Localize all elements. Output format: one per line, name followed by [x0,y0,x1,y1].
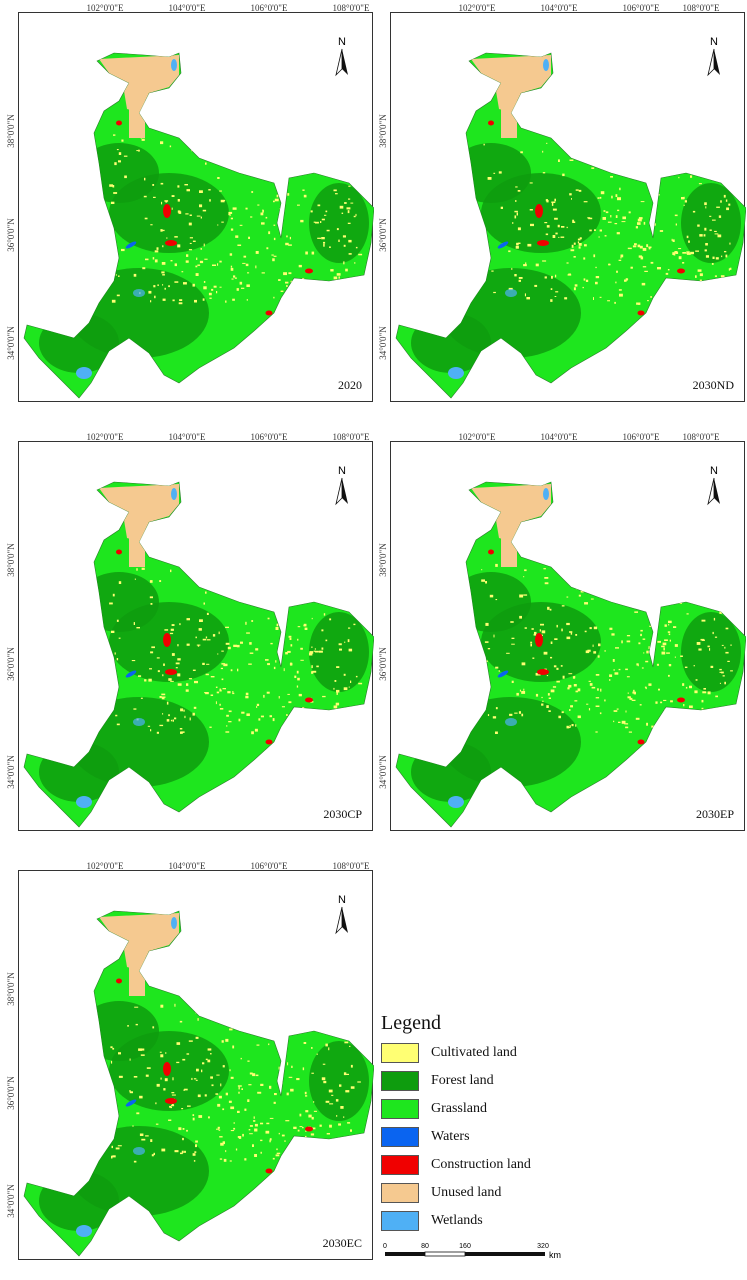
svg-text:N: N [338,36,346,48]
lat-label: 38°0'0"N [6,972,16,1006]
lon-label: 108°0'0"E [332,432,370,442]
land-use-map [395,52,746,399]
lat-label: 34°0'0"N [378,755,388,789]
lat-label: 36°0'0"N [6,647,16,681]
land-use-map [23,910,374,1257]
lon-label: 102°0'0"E [458,3,496,13]
north-arrow-icon: N [335,894,348,935]
svg-text:N: N [710,36,718,48]
svg-text:N: N [710,465,718,477]
lat-label: 38°0'0"N [6,114,16,148]
lon-label: 108°0'0"E [682,432,720,442]
legend-swatch [381,1043,419,1063]
lon-label: 108°0'0"E [332,861,370,871]
lat-label: 34°0'0"N [6,1184,16,1218]
panel-title: 2030CP [323,807,362,821]
legend: Legend Cultivated land Forest land Grass… [381,1012,621,1237]
map-panel-2020: 102°0'0"E 104°0'0"E 106°0'0"E 108°0'0"E … [6,3,374,402]
land-use-patches [411,55,741,379]
lat-label: 38°0'0"N [378,114,388,148]
legend-label: Cultivated land [431,1045,517,1060]
map-panel-2030nd: 102°0'0"E 104°0'0"E 106°0'0"E 108°0'0"E … [378,3,746,402]
scale-bar: 0 80 160 320 km [383,1243,561,1260]
scale-tick: 80 [421,1243,429,1250]
legend-label: Grassland [431,1101,487,1116]
lat-label: 34°0'0"N [6,326,16,360]
legend-label: Forest land [431,1073,494,1088]
scale-tick: 320 [537,1243,549,1250]
lon-label: 106°0'0"E [250,432,288,442]
lon-label: 102°0'0"E [86,3,124,13]
lon-label: 106°0'0"E [250,861,288,871]
legend-item: Cultivated land [381,1041,621,1065]
legend-item: Construction land [381,1153,621,1177]
lon-label: 104°0'0"E [168,432,206,442]
legend-item: Forest land [381,1069,621,1093]
legend-label: Wetlands [431,1213,483,1228]
legend-item: Unused land [381,1181,621,1205]
lat-label: 36°0'0"N [6,1076,16,1110]
land-use-map [23,481,374,828]
legend-label: Waters [431,1129,470,1144]
legend-swatch [381,1155,419,1175]
lat-label: 38°0'0"N [6,543,16,577]
lon-label: 106°0'0"E [250,3,288,13]
lat-label: 36°0'0"N [378,218,388,252]
legend-label: Unused land [431,1185,502,1200]
north-arrow-icon: N [335,36,348,77]
legend-label: Construction land [431,1157,531,1172]
lon-label: 106°0'0"E [622,432,660,442]
lat-label: 36°0'0"N [6,218,16,252]
scale-tick: 0 [383,1243,387,1250]
lat-label: 34°0'0"N [6,755,16,789]
lon-label: 104°0'0"E [168,861,206,871]
legend-item: Grassland [381,1097,621,1121]
lon-label: 108°0'0"E [332,3,370,13]
north-arrow-icon: N [707,36,720,77]
legend-swatch [381,1211,419,1231]
land-use-map [395,481,746,828]
legend-swatch [381,1099,419,1119]
svg-text:N: N [338,894,346,906]
scale-unit: km [549,1250,561,1260]
panel-title: 2030ND [692,378,734,392]
svg-text:N: N [338,465,346,477]
lon-label: 102°0'0"E [86,861,124,871]
lat-label: 38°0'0"N [378,543,388,577]
map-panel-2030ec: 102°0'0"E 104°0'0"E 106°0'0"E 108°0'0"E … [6,861,374,1260]
scale-tick: 160 [459,1243,471,1250]
north-arrow-icon: N [707,465,720,506]
lon-label: 102°0'0"E [458,432,496,442]
panel-title: 2020 [338,378,362,392]
lat-label: 36°0'0"N [378,647,388,681]
legend-title: Legend [381,1012,441,1034]
lon-label: 108°0'0"E [682,3,720,13]
legend-swatch [381,1183,419,1203]
legend-swatch [381,1127,419,1147]
legend-item: Wetlands [381,1209,621,1233]
land-use-map [23,52,374,399]
legend-item: Waters [381,1125,621,1149]
lon-label: 102°0'0"E [86,432,124,442]
lon-label: 104°0'0"E [540,3,578,13]
map-panel-2030ep: 102°0'0"E 104°0'0"E 106°0'0"E 108°0'0"E … [378,432,746,831]
lon-label: 104°0'0"E [540,432,578,442]
legend-swatch [381,1071,419,1091]
lon-label: 104°0'0"E [168,3,206,13]
map-panel-2030cp: 102°0'0"E 104°0'0"E 106°0'0"E 108°0'0"E … [6,432,374,831]
lon-label: 106°0'0"E [622,3,660,13]
north-arrow-icon: N [335,465,348,506]
panel-title: 2030EC [322,1236,362,1250]
panel-title: 2030EP [695,807,734,821]
lat-label: 34°0'0"N [378,326,388,360]
